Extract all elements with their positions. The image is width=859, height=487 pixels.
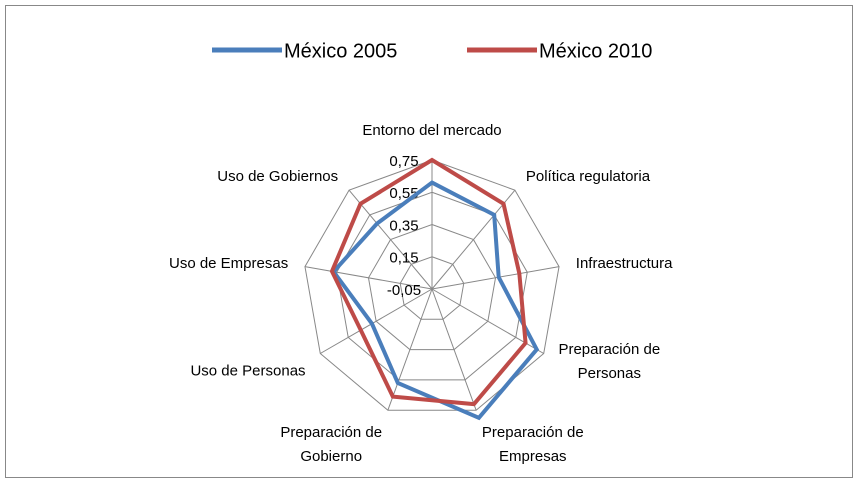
tick-label: 0,35	[389, 217, 418, 234]
series-line	[329, 157, 528, 407]
category-label: Uso de Empresas	[168, 254, 289, 272]
grid-ring	[367, 223, 497, 351]
axis-spoke	[431, 266, 560, 290]
axis-spoke	[320, 288, 433, 354]
grid-ring	[304, 159, 560, 411]
category-label: Política regulatoria	[525, 168, 651, 186]
category-label: Preparación de Empresas	[481, 424, 584, 466]
category-label: Preparación de Gobierno	[280, 424, 383, 466]
tick-label: 0,75	[389, 153, 418, 170]
tick-label: -0,05	[387, 282, 421, 299]
axis-spoke	[387, 288, 433, 411]
axis-spoke	[431, 189, 516, 290]
category-label: Entorno del mercado	[362, 122, 502, 139]
axis-spoke	[304, 266, 433, 290]
category-label: Infraestructura	[575, 254, 673, 272]
category-label: Preparación de Personas	[558, 341, 661, 382]
category-label: Uso de Gobiernos	[217, 168, 339, 186]
legend-label: México 2010	[539, 40, 652, 62]
tick-label: 0,15	[389, 250, 418, 267]
axis-spoke	[348, 189, 433, 290]
legend-label: México 2005	[284, 40, 397, 62]
category-label: Uso de Personas	[190, 362, 306, 380]
chart-border	[5, 5, 853, 478]
grid-ring	[399, 256, 465, 320]
axis-spoke	[431, 288, 477, 411]
